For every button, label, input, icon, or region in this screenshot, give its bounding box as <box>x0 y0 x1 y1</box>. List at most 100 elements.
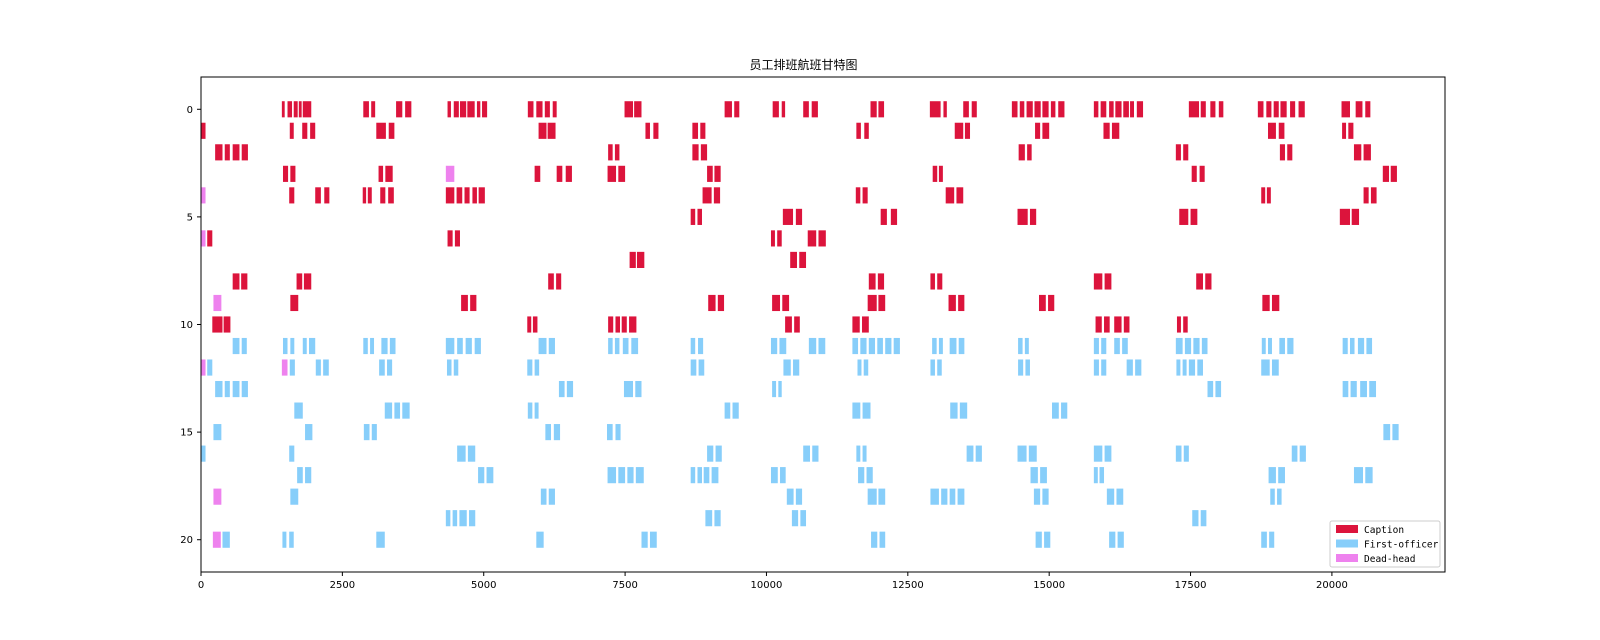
flight-bar-first-officer <box>856 445 861 462</box>
flight-bar-first-officer <box>309 337 316 355</box>
flight-bar-caption <box>954 122 964 139</box>
flight-bar-caption <box>232 273 240 290</box>
flight-bar-first-officer <box>852 337 859 355</box>
flight-bar-first-officer <box>932 337 937 355</box>
flight-bar-caption <box>290 294 299 312</box>
flight-bar-first-officer <box>1183 445 1189 462</box>
flight-bar-caption <box>215 144 223 161</box>
flight-bar-first-officer <box>534 359 540 376</box>
flight-bar-first-officer <box>938 337 943 355</box>
flight-bar-caption <box>290 165 296 182</box>
flight-bar-caption <box>1218 101 1224 118</box>
flight-bar-caption <box>690 208 696 225</box>
flight-bar-first-officer <box>1175 337 1183 355</box>
flight-bar-first-officer <box>376 531 385 548</box>
flight-bar-caption <box>459 101 467 118</box>
flight-bar-caption <box>1257 101 1264 118</box>
flight-bar-caption <box>405 101 412 118</box>
flight-bar-first-officer <box>770 467 778 484</box>
flight-bar-caption <box>1290 101 1296 118</box>
flight-bar-caption <box>556 165 563 182</box>
flight-bar-first-officer <box>545 424 552 441</box>
flight-bar-caption <box>932 165 938 182</box>
flight-bar-first-officer <box>1101 359 1107 376</box>
flight-bar-first-officer <box>705 510 713 527</box>
flight-bar-caption <box>1100 101 1107 118</box>
flight-bar-caption <box>697 208 702 225</box>
flight-bar-caption <box>1355 101 1363 118</box>
flight-bar-first-officer <box>641 531 648 548</box>
flight-bar-caption <box>1266 101 1272 118</box>
flight-bar-caption <box>867 294 877 312</box>
flight-bar-first-officer <box>1261 359 1270 376</box>
flight-bar-caption <box>1268 122 1276 139</box>
flight-bar-caption <box>777 230 782 247</box>
flight-bar-first-officer <box>1261 337 1266 355</box>
flight-bar-first-officer <box>627 467 634 484</box>
flight-bar-caption <box>1280 101 1287 118</box>
flight-bar-first-officer <box>1268 337 1272 355</box>
flight-bar-first-officer <box>381 337 388 355</box>
flight-bar-caption <box>1200 101 1206 118</box>
flight-bar-first-officer <box>452 510 458 527</box>
flight-bar-caption <box>770 230 775 247</box>
flight-bar-first-officer <box>618 467 626 484</box>
flight-bar-caption <box>607 165 617 182</box>
flight-bar-first-officer <box>207 359 213 376</box>
flight-bar-caption <box>1370 187 1377 204</box>
flight-bar-first-officer <box>1135 359 1142 376</box>
flight-bar-first-officer <box>379 359 385 376</box>
flight-bar-first-officer <box>1061 402 1068 419</box>
flight-bar-first-officer <box>445 510 451 527</box>
flight-bar-first-officer <box>474 337 481 355</box>
flight-bar-caption <box>1262 294 1270 312</box>
x-tick-label: 15000 <box>1033 580 1065 591</box>
flight-bar-caption <box>1029 208 1037 225</box>
flight-bar-caption <box>296 273 303 290</box>
flight-bar-caption <box>937 273 943 290</box>
flight-bar-caption <box>1026 101 1033 118</box>
flight-bar-first-officer <box>297 467 303 484</box>
flight-bar-first-officer <box>294 402 303 419</box>
flight-bar-first-officer <box>534 402 539 419</box>
flight-bar-caption <box>289 122 294 139</box>
flight-bar-first-officer <box>1106 488 1115 505</box>
flight-bar-caption <box>852 316 860 333</box>
flight-bar-first-officer <box>1350 337 1355 355</box>
flight-bar-first-officer <box>930 359 935 376</box>
flight-bar-first-officer <box>877 337 883 355</box>
flight-bar-first-officer <box>1117 531 1124 548</box>
flight-bar-first-officer <box>949 488 956 505</box>
x-tick-label: 5000 <box>471 580 496 591</box>
flight-bar-first-officer <box>1018 359 1024 376</box>
flight-bar-caption <box>772 294 781 312</box>
flight-bar-caption <box>456 187 463 204</box>
flight-bar-caption <box>1018 144 1025 161</box>
flight-bar-first-officer <box>1184 337 1192 355</box>
flight-bar-caption <box>1279 144 1285 161</box>
flight-bar-first-officer <box>614 337 620 355</box>
flight-bar-caption <box>1210 101 1216 118</box>
flight-bar-first-officer <box>858 467 865 484</box>
flight-bar-caption <box>1042 101 1049 118</box>
flight-bar-first-officer <box>698 337 704 355</box>
flight-bar-first-officer <box>871 531 878 548</box>
flight-bar-caption <box>1196 273 1203 290</box>
flight-bar-caption <box>282 165 289 182</box>
flight-bar-first-officer <box>950 402 958 419</box>
flight-bar-caption <box>476 101 481 118</box>
chart-title: 员工排班航班甘特图 <box>749 57 857 72</box>
flight-bar-first-officer <box>1176 359 1181 376</box>
legend-label-caption: Caption <box>1364 525 1404 536</box>
flight-bar-first-officer <box>232 337 240 355</box>
flight-bar-first-officer <box>966 445 974 462</box>
flight-bar-first-officer <box>241 380 248 398</box>
flight-bar-first-officer <box>548 488 555 505</box>
flight-bar-caption <box>1176 316 1181 333</box>
flight-bar-caption <box>803 101 809 118</box>
flight-bar-first-officer <box>1200 510 1207 527</box>
flight-bar-caption <box>470 294 477 312</box>
flight-bar-caption <box>1093 101 1099 118</box>
flight-bar-first-officer <box>1126 359 1133 376</box>
flight-bar-first-officer <box>690 467 696 484</box>
